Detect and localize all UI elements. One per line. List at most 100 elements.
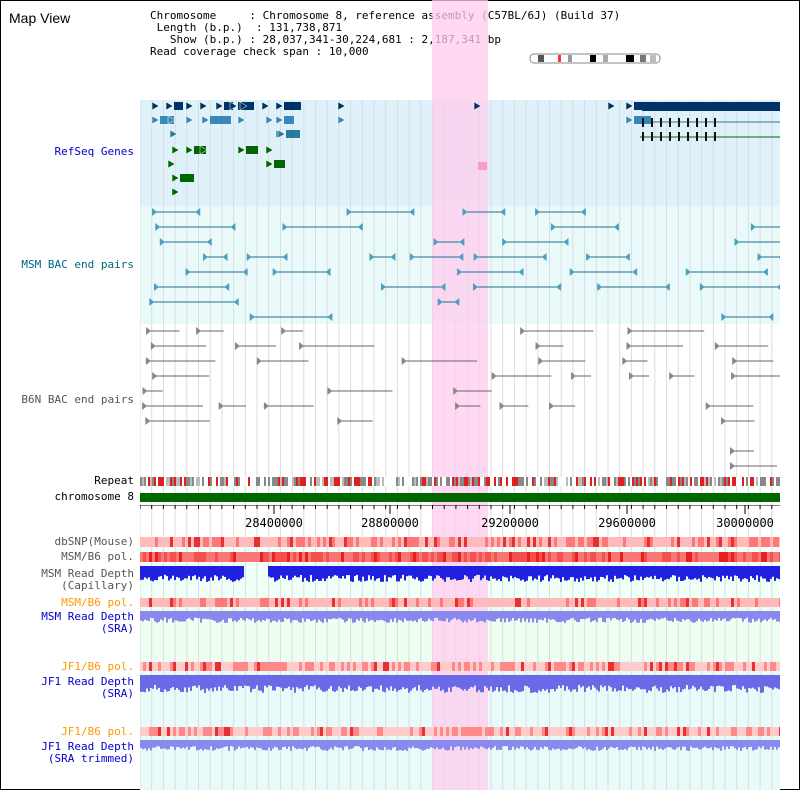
polymorphism-cell (203, 537, 206, 547)
track-label-dbsnp[interactable]: dbSNP(Mouse) (54, 535, 134, 548)
polymorphism-cell (146, 727, 149, 736)
read-depth-bar (460, 566, 462, 580)
read-depth-bar (704, 611, 706, 620)
polymorphism-cell (263, 552, 266, 562)
repeat-mark (180, 477, 182, 486)
read-depth-bar (178, 611, 180, 622)
repeat-mark (168, 477, 170, 486)
polymorphism-cell (626, 537, 629, 547)
polymorphism-cell (143, 727, 146, 736)
polymorphism-cell (707, 727, 710, 736)
read-depth-bar (576, 566, 578, 579)
track-label-msm-depth-sra[interactable]: MSM Read Depth (SRA) (41, 611, 134, 635)
polymorphism-cell (731, 662, 734, 671)
track-label-msm-b6-pol[interactable]: MSM/B6 pol. (61, 550, 134, 563)
read-depth-bar (254, 611, 256, 623)
msm-bac-end (768, 313, 774, 321)
read-depth-bar (332, 675, 334, 692)
track-label-repeat[interactable]: Repeat (94, 474, 134, 487)
track-label-refseq[interactable]: RefSeq Genes (54, 145, 134, 158)
read-depth-bar (386, 611, 388, 623)
track-label-b6n-bac[interactable]: B6N BAC end pairs (21, 393, 134, 406)
repeat-mark (164, 477, 166, 486)
read-depth-bar (366, 740, 368, 748)
polymorphism-cell (149, 598, 152, 607)
polymorphism-cell (482, 598, 485, 607)
polymorphism-cell (650, 537, 653, 547)
read-depth-bar (506, 611, 508, 619)
repeat-mark (320, 477, 322, 486)
polymorphism-cell (755, 662, 758, 671)
read-depth-bar (368, 566, 370, 576)
polymorphism-cell (212, 662, 215, 671)
track-label-jf1-depth-trimmed[interactable]: JF1 Read Depth (SRA trimmed) (41, 741, 134, 765)
read-depth-bar (658, 675, 660, 691)
b6n-bac-end (142, 387, 148, 395)
polymorphism-cell (689, 662, 692, 671)
read-depth-bar (574, 611, 576, 621)
read-depth-bar (168, 611, 170, 620)
read-depth-bar (498, 566, 500, 580)
read-depth-bar (392, 740, 394, 748)
repeat-mark (210, 477, 212, 486)
polymorphism-cell (611, 552, 614, 562)
read-depth-bar (532, 566, 534, 581)
read-depth-bar (444, 675, 446, 693)
read-depth-bar (616, 675, 618, 692)
read-depth-bar (370, 675, 372, 687)
read-depth-bar (716, 740, 718, 749)
polymorphism-cell (533, 552, 536, 562)
read-depth-bar (402, 611, 404, 623)
polymorphism-cell (308, 537, 311, 547)
read-depth-bar (490, 611, 492, 622)
repeat-mark (420, 477, 422, 486)
read-depth-bar (180, 566, 182, 581)
track-label-chromosome[interactable]: chromosome 8 (54, 490, 134, 503)
track-label-jf1-b6-pol-trimmed[interactable]: JF1/B6 pol. (61, 725, 134, 738)
repeat-mark (436, 477, 438, 486)
track-label-jf1-depth-sra[interactable]: JF1 Read Depth (SRA) (41, 676, 134, 700)
read-depth-bar (708, 611, 710, 621)
repeat-mark (228, 477, 230, 486)
read-depth-bar (450, 675, 452, 692)
read-depth-bar (752, 611, 754, 619)
read-depth-bar (148, 566, 150, 578)
track-label-jf1-b6-pol[interactable]: JF1/B6 pol. (61, 660, 134, 673)
read-depth-bar (422, 740, 424, 751)
polymorphism-cell (719, 662, 722, 671)
read-depth-bar (550, 611, 552, 620)
read-depth-bar (672, 611, 674, 622)
polymorphism-cell (341, 662, 344, 671)
chromosome-ideogram[interactable] (528, 52, 662, 66)
read-depth-bar (730, 566, 732, 577)
track-label-msm-depth-capillary[interactable]: MSM Read Depth (Capillary) (41, 568, 134, 592)
polymorphism-cell (341, 727, 344, 736)
polymorphism-cell (203, 727, 206, 736)
gene-arrow (165, 101, 174, 111)
read-depth-bar (494, 675, 496, 691)
polymorphism-cell (464, 662, 467, 671)
polymorphism-cell (515, 598, 518, 607)
polymorphism-cell (383, 662, 386, 671)
track-label-msm-b6-pol-sra[interactable]: MSM/B6 pol. (61, 596, 134, 609)
read-depth-bar (254, 675, 256, 689)
read-depth-bar (582, 566, 584, 581)
read-depth-bar (338, 566, 340, 578)
polymorphism-cell (638, 552, 641, 562)
read-depth-bar (152, 740, 154, 748)
b6n-bac-end (626, 342, 632, 350)
repeat-mark (574, 477, 576, 486)
polymorphism-cell (770, 537, 773, 547)
polymorphism-cell (296, 552, 299, 562)
msm-bac-end (518, 268, 524, 276)
track-panel[interactable] (140, 100, 780, 790)
polymorphism-cell (479, 727, 482, 736)
read-depth-bar (348, 611, 350, 619)
read-depth-bar (610, 740, 612, 747)
track-features[interactable] (140, 101, 780, 751)
track-label-msm-bac[interactable]: MSM BAC end pairs (21, 258, 134, 271)
read-depth-bar (662, 740, 664, 750)
read-depth-bar (562, 740, 564, 750)
read-depth-bar (546, 675, 548, 690)
polymorphism-cell (284, 662, 287, 671)
